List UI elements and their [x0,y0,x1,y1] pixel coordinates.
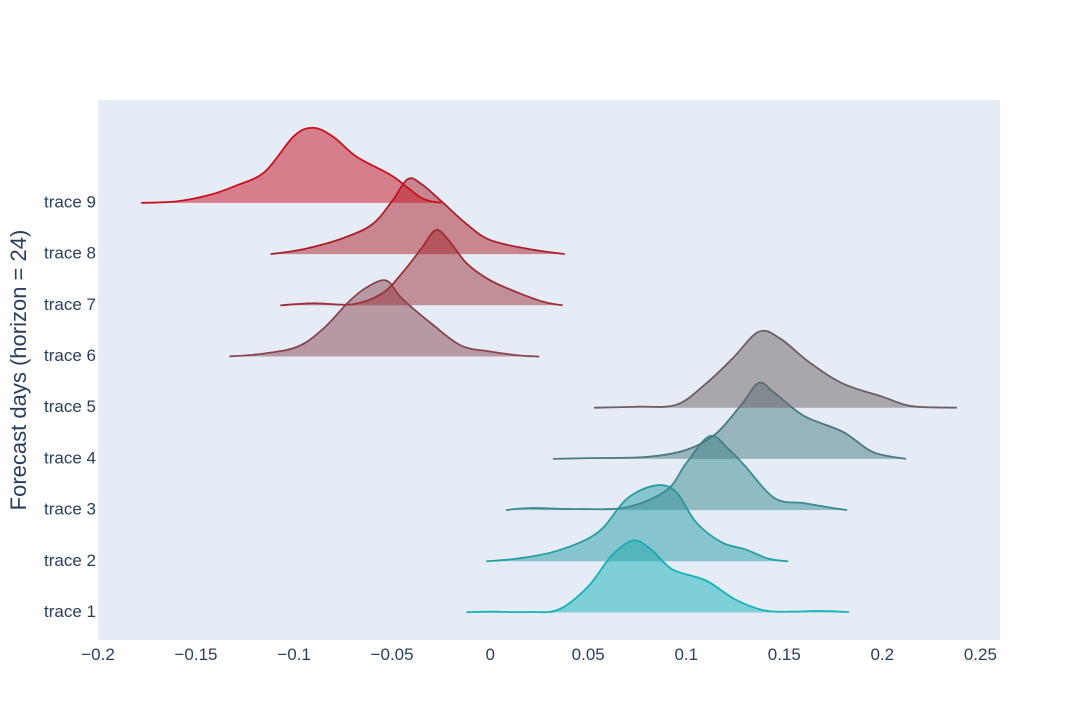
x-tick-label: 0.15 [768,645,801,664]
ridge-2 [486,484,789,563]
ridge-area-2 [486,485,789,562]
ridges [141,126,957,614]
ridge-line-9 [141,126,442,204]
ridge-line-2 [486,484,789,563]
ridge-area-6 [229,280,540,357]
y-tick-label: trace 6 [44,346,96,365]
x-tick-label: 0.2 [870,645,894,664]
x-tick-labels: −0.2 −0.15 −0.1 −0.05 0 0.05 0.1 0.15 0.2 0.25 [81,645,997,664]
y-tick-labels: trace 1 trace 2 trace 3 trace 4 trace 5 trace… [44,192,96,621]
x-tick-label: −0.1 [277,645,311,664]
ridge-area-9 [141,127,442,203]
ridge-line-8 [270,177,565,255]
y-tick-label: trace 7 [44,295,96,314]
x-tick-label: 0.1 [674,645,698,664]
y-tick-label: trace 5 [44,397,96,416]
ridge-line-6 [229,279,540,358]
ridge-3 [505,434,848,511]
ridge-area-1 [466,540,849,613]
x-tick-label: −0.2 [81,645,115,664]
y-tick-label: trace 3 [44,500,96,519]
ridge-area-7 [280,229,563,306]
ridge-line-3 [505,434,848,511]
ridge-6 [229,279,540,358]
y-tick-label: trace 4 [44,448,96,467]
y-tick-label: trace 9 [44,192,96,211]
x-tick-label: −0.05 [371,645,414,664]
x-tick-label: 0.05 [572,645,605,664]
y-tick-label: trace 1 [44,602,96,621]
y-axis-title: Forecast days (horizon = 24) [6,230,31,511]
ridge-9 [141,126,442,204]
ridge-area-8 [270,178,565,255]
x-tick-label: 0 [485,645,494,664]
ridge-5 [594,329,957,409]
ridge-8 [270,177,565,255]
ridge-area-5 [594,330,957,408]
x-tick-label: −0.15 [174,645,217,664]
y-tick-label: trace 8 [44,244,96,263]
ridge-area-3 [505,435,848,511]
y-tick-label: trace 2 [44,551,96,570]
x-tick-label: 0.25 [964,645,997,664]
ridge-line-5 [594,329,957,409]
